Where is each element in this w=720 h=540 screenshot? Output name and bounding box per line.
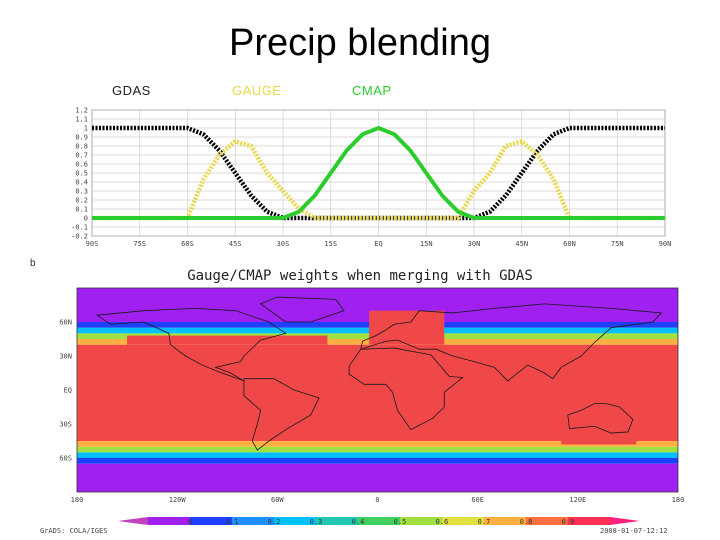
colorbar-label: 0.2 [268, 518, 281, 526]
colorbar-label: 0.3 [310, 518, 323, 526]
colorbar-swatch [274, 517, 317, 525]
x-tick-label: 75N [611, 240, 624, 248]
weight-zone [77, 458, 678, 464]
legend-gauge: GAUGE [232, 83, 282, 98]
y-tick-label: -0.1 [71, 224, 88, 232]
map-x-tick-label: 120W [169, 496, 187, 504]
x-tick-label: 45N [515, 240, 528, 248]
colorbar-label: 0.7 [478, 518, 491, 526]
weight-zone [77, 452, 678, 458]
weight-box [561, 435, 637, 445]
colorbar-label: 0.6 [436, 518, 449, 526]
y-tick-label: 0.8 [75, 143, 88, 151]
x-tick-label: 45S [229, 240, 242, 248]
footer-right: 2008-01-07-12:12 [600, 527, 668, 535]
x-tick-label: 75S [133, 240, 146, 248]
y-tick-label: 0.4 [75, 179, 88, 187]
colorbar-label: 0.5 [394, 518, 407, 526]
x-tick-label: 60S [181, 240, 194, 248]
map-y-tick-label: 30N [59, 353, 72, 361]
weight-box [369, 310, 445, 345]
y-tick-label: 1 [84, 125, 88, 133]
y-tick-label: 1.1 [75, 116, 88, 124]
colorbar-swatch [484, 517, 527, 525]
colorbar-label: 0 [188, 518, 192, 526]
colorbar-swatch [232, 517, 275, 525]
panel-label: b [30, 258, 36, 269]
y-tick-label: 0.6 [75, 161, 88, 169]
map-y-tick-label: 60S [59, 455, 72, 463]
colorbar-swatch [190, 517, 233, 525]
coastline [567, 403, 634, 434]
x-tick-label: 60N [563, 240, 576, 248]
y-tick-label: 0.1 [75, 206, 88, 214]
x-tick-label: 15N [420, 240, 433, 248]
weight-zone [77, 446, 678, 453]
weight-box [127, 335, 328, 345]
coastline [348, 347, 464, 431]
colorbar-label: 0.1 [226, 518, 239, 526]
weight-zone [77, 441, 678, 447]
y-tick-label: -0.2 [71, 233, 88, 241]
map-y-tick-label: 30S [59, 421, 72, 429]
map-x-tick-label: 180 [71, 496, 84, 504]
colorbar-swatch [316, 517, 359, 525]
coastline [243, 378, 320, 451]
y-tick-label: 0.2 [75, 197, 88, 205]
map-x-tick-label: 0 [375, 496, 379, 504]
colorbar-swatch [568, 517, 611, 525]
y-tick-label: 0.7 [75, 152, 88, 160]
coastline [259, 296, 345, 323]
x-tick-label: 90S [86, 240, 99, 248]
map-y-tick-label: 60N [59, 319, 72, 327]
colorbar-arrow-right [610, 517, 640, 525]
colorbar-arrow-left [118, 517, 148, 525]
colorbar-swatch [526, 517, 569, 525]
x-tick-label: EQ [374, 240, 382, 248]
y-tick-label: 0 [84, 215, 88, 223]
footer-left: GrADS: COLA/IGES [40, 527, 108, 535]
colorbar-label: 0.9 [562, 518, 575, 526]
legend-cmap: CMAP [352, 83, 392, 98]
map-frame [76, 287, 679, 493]
weight-zone [77, 344, 678, 441]
map-x-tick-label: 120E [569, 496, 586, 504]
colorbar-swatch [358, 517, 401, 525]
coastline [95, 307, 287, 382]
map-title: Gauge/CMAP weights when merging with GDA… [187, 268, 533, 284]
map-x-tick-label: 180 [672, 496, 685, 504]
weight-line-chart: 90S 75S 60S 45S 30S 15S EQ 15N 30N 45N 60N 75N 90N -0… [71, 107, 672, 249]
colorbar-swatch [148, 517, 191, 525]
colorbar-swatch [400, 517, 443, 525]
x-tick-label: 30S [277, 240, 290, 248]
x-tick-label: 30N [468, 240, 481, 248]
y-tick-label: 0.3 [75, 188, 88, 196]
map-y-tick-label: EQ [64, 387, 72, 395]
legend-gdas: GDAS [112, 83, 151, 98]
map-x-tick-label: 60W [271, 496, 284, 504]
x-tick-label: 90N [659, 240, 672, 248]
y-tick-label: 0.9 [75, 134, 88, 142]
y-tick-label: 1.2 [75, 107, 88, 115]
colorbar-swatch [442, 517, 485, 525]
colorbar-label: 0.4 [352, 518, 365, 526]
coastline [360, 303, 663, 382]
weight-map: 180 120W 60W 0 60E 120E 180 60N 30N EQ 30S 60S 0 0.1 0… [59, 287, 685, 526]
weight-zone [77, 463, 678, 492]
map-x-tick-label: 60E [471, 496, 484, 504]
y-tick-label: 0.5 [75, 170, 88, 178]
slide-title: Precip blending [229, 22, 491, 64]
x-tick-label: 15S [324, 240, 337, 248]
colorbar-label: 0.8 [520, 518, 533, 526]
